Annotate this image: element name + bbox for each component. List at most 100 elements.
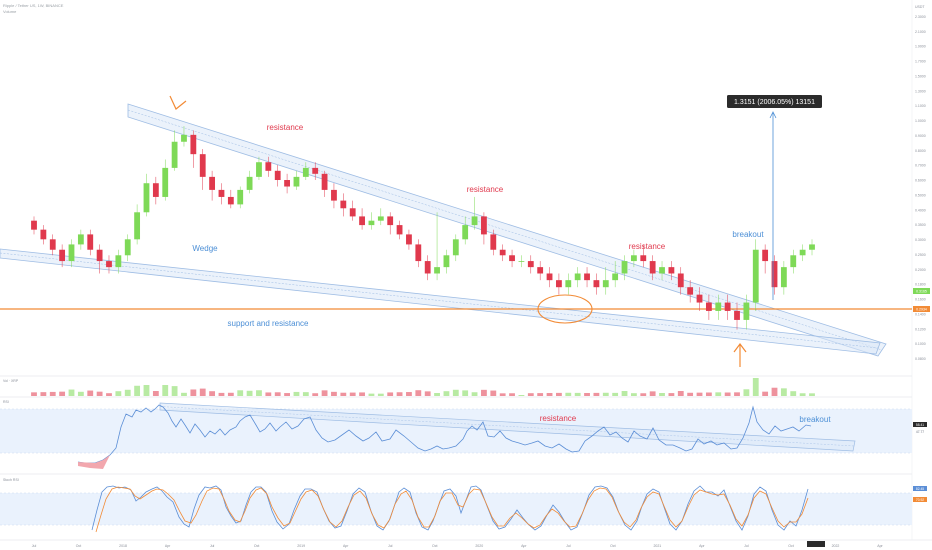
volume-bar: [274, 392, 281, 396]
price-tick-label: 0.1800: [915, 283, 926, 287]
time-tick-label: Apr: [877, 544, 883, 548]
candle-body: [321, 173, 328, 190]
price-tick-label: 2.3000: [915, 15, 926, 19]
price-axis-currency: USDT: [915, 5, 925, 9]
candle-body: [31, 220, 37, 230]
volume-bar: [630, 393, 637, 396]
candle-body: [452, 239, 459, 256]
volume-bar: [556, 392, 562, 396]
measure-tooltip: [727, 95, 822, 108]
candle-body: [284, 180, 290, 187]
annotation-breakout-rsi: breakout: [799, 415, 831, 424]
volume-bar: [424, 391, 431, 396]
candle-body: [434, 267, 440, 274]
annotation-resistance-2: resistance: [467, 185, 504, 194]
volume-bar: [106, 393, 112, 396]
candle-body: [659, 267, 665, 274]
candle-body: [49, 239, 56, 250]
volume-bar: [218, 392, 225, 396]
candle-body: [481, 216, 487, 235]
candle-body: [771, 261, 778, 288]
time-tick-label: Apr: [165, 544, 171, 548]
volume-bar: [96, 391, 103, 396]
rsi-badge-1-text: 58.41: [916, 423, 924, 427]
candle-body: [752, 249, 759, 303]
volume-bar: [171, 386, 178, 396]
volume-bar: [387, 392, 394, 396]
volume-bar: [152, 391, 159, 396]
volume-bar: [31, 392, 37, 396]
price-tick-label: 0.4000: [915, 208, 926, 212]
price-tick-label: 1.0000: [915, 119, 926, 123]
wedge-lower-midline: [0, 252, 879, 349]
volume-bar: [162, 385, 169, 396]
time-cursor-badge: [807, 541, 825, 547]
volume-bar: [799, 393, 806, 396]
price-tick-label: 0.7000: [915, 164, 926, 168]
candle-body: [40, 229, 47, 240]
volume-bar: [124, 389, 131, 396]
top-arrow-icon: [169, 95, 187, 110]
candle-body: [780, 267, 787, 288]
candle-body: [546, 273, 553, 281]
stoch-badge-1-text: 82.45: [916, 487, 924, 491]
candle-body: [621, 261, 628, 274]
volume-bar: [302, 392, 309, 396]
price-tick-label: 1.7000: [915, 60, 926, 64]
time-tick-label: Jul: [32, 544, 37, 548]
candle-body: [527, 261, 534, 268]
volume-bar: [687, 392, 694, 396]
volume-bar: [190, 389, 197, 396]
candle-body: [649, 261, 656, 274]
rsi-badge-1: [913, 422, 927, 427]
volume-bar: [359, 392, 365, 396]
volume-panel-label: Vol · XRP: [3, 379, 19, 383]
volume-bar: [265, 392, 272, 396]
candle-body: [574, 273, 581, 281]
volume-bar: [649, 391, 656, 396]
price-tick-label: 2.1000: [915, 30, 926, 34]
volume-bar: [537, 393, 544, 396]
time-tick-label: Oct: [610, 544, 615, 548]
candle-body: [302, 167, 309, 177]
price-axis-ticks: 2.3000 2.1000 1.9000 1.7000 1.5000 1.3000 1.10…: [915, 15, 926, 361]
rsi-oversold-fill: [78, 455, 110, 469]
candle-body: [134, 212, 141, 240]
annotation-support-resistance: support and resistance: [228, 319, 309, 328]
candle-body: [640, 255, 647, 262]
price-tick-label: 0.0800: [915, 357, 926, 361]
rsi-panel-label: RSI: [3, 400, 9, 404]
volume-bar: [396, 392, 403, 396]
volume-bar: [790, 391, 797, 396]
volume-bar: [752, 378, 759, 396]
candle-body: [312, 167, 319, 174]
annotation-resistance-rsi: resistance: [540, 414, 577, 423]
current-price-badge: [913, 288, 930, 294]
candle-body: [331, 189, 337, 201]
stoch-badge-2-text: 70.92: [916, 498, 924, 502]
candle-body: [246, 176, 253, 190]
time-axis: Jul Oct 2018 Apr Jul Oct 2019 Apr Jul Oct 2020 Apr J…: [32, 544, 884, 548]
rsi-resistance-channel: [159, 402, 856, 452]
candle-body: [218, 189, 225, 197]
candle-body: [340, 200, 347, 209]
volume-bar: [762, 391, 769, 396]
candle-body: [696, 294, 703, 303]
volume-bar: [621, 391, 628, 396]
candle-body: [612, 273, 619, 281]
symbol-subtitle: Volume: [3, 9, 17, 14]
candle-body: [199, 154, 206, 177]
retest-ellipse: [537, 294, 593, 324]
level-price-badge-text: 0.2934: [916, 307, 927, 311]
stoch-badge-1: [913, 486, 927, 491]
volume-bar: [677, 391, 684, 396]
volume-bar: [715, 392, 722, 396]
candle-body: [349, 208, 356, 217]
volume-bar: [59, 391, 66, 396]
candle-body: [387, 216, 394, 226]
price-tick-label: 0.1400: [915, 312, 926, 316]
volume-bar: [368, 393, 375, 396]
candle-body: [162, 167, 169, 197]
symbol-title: Ripple / Tether US, 1W, BINANCE: [3, 3, 64, 8]
